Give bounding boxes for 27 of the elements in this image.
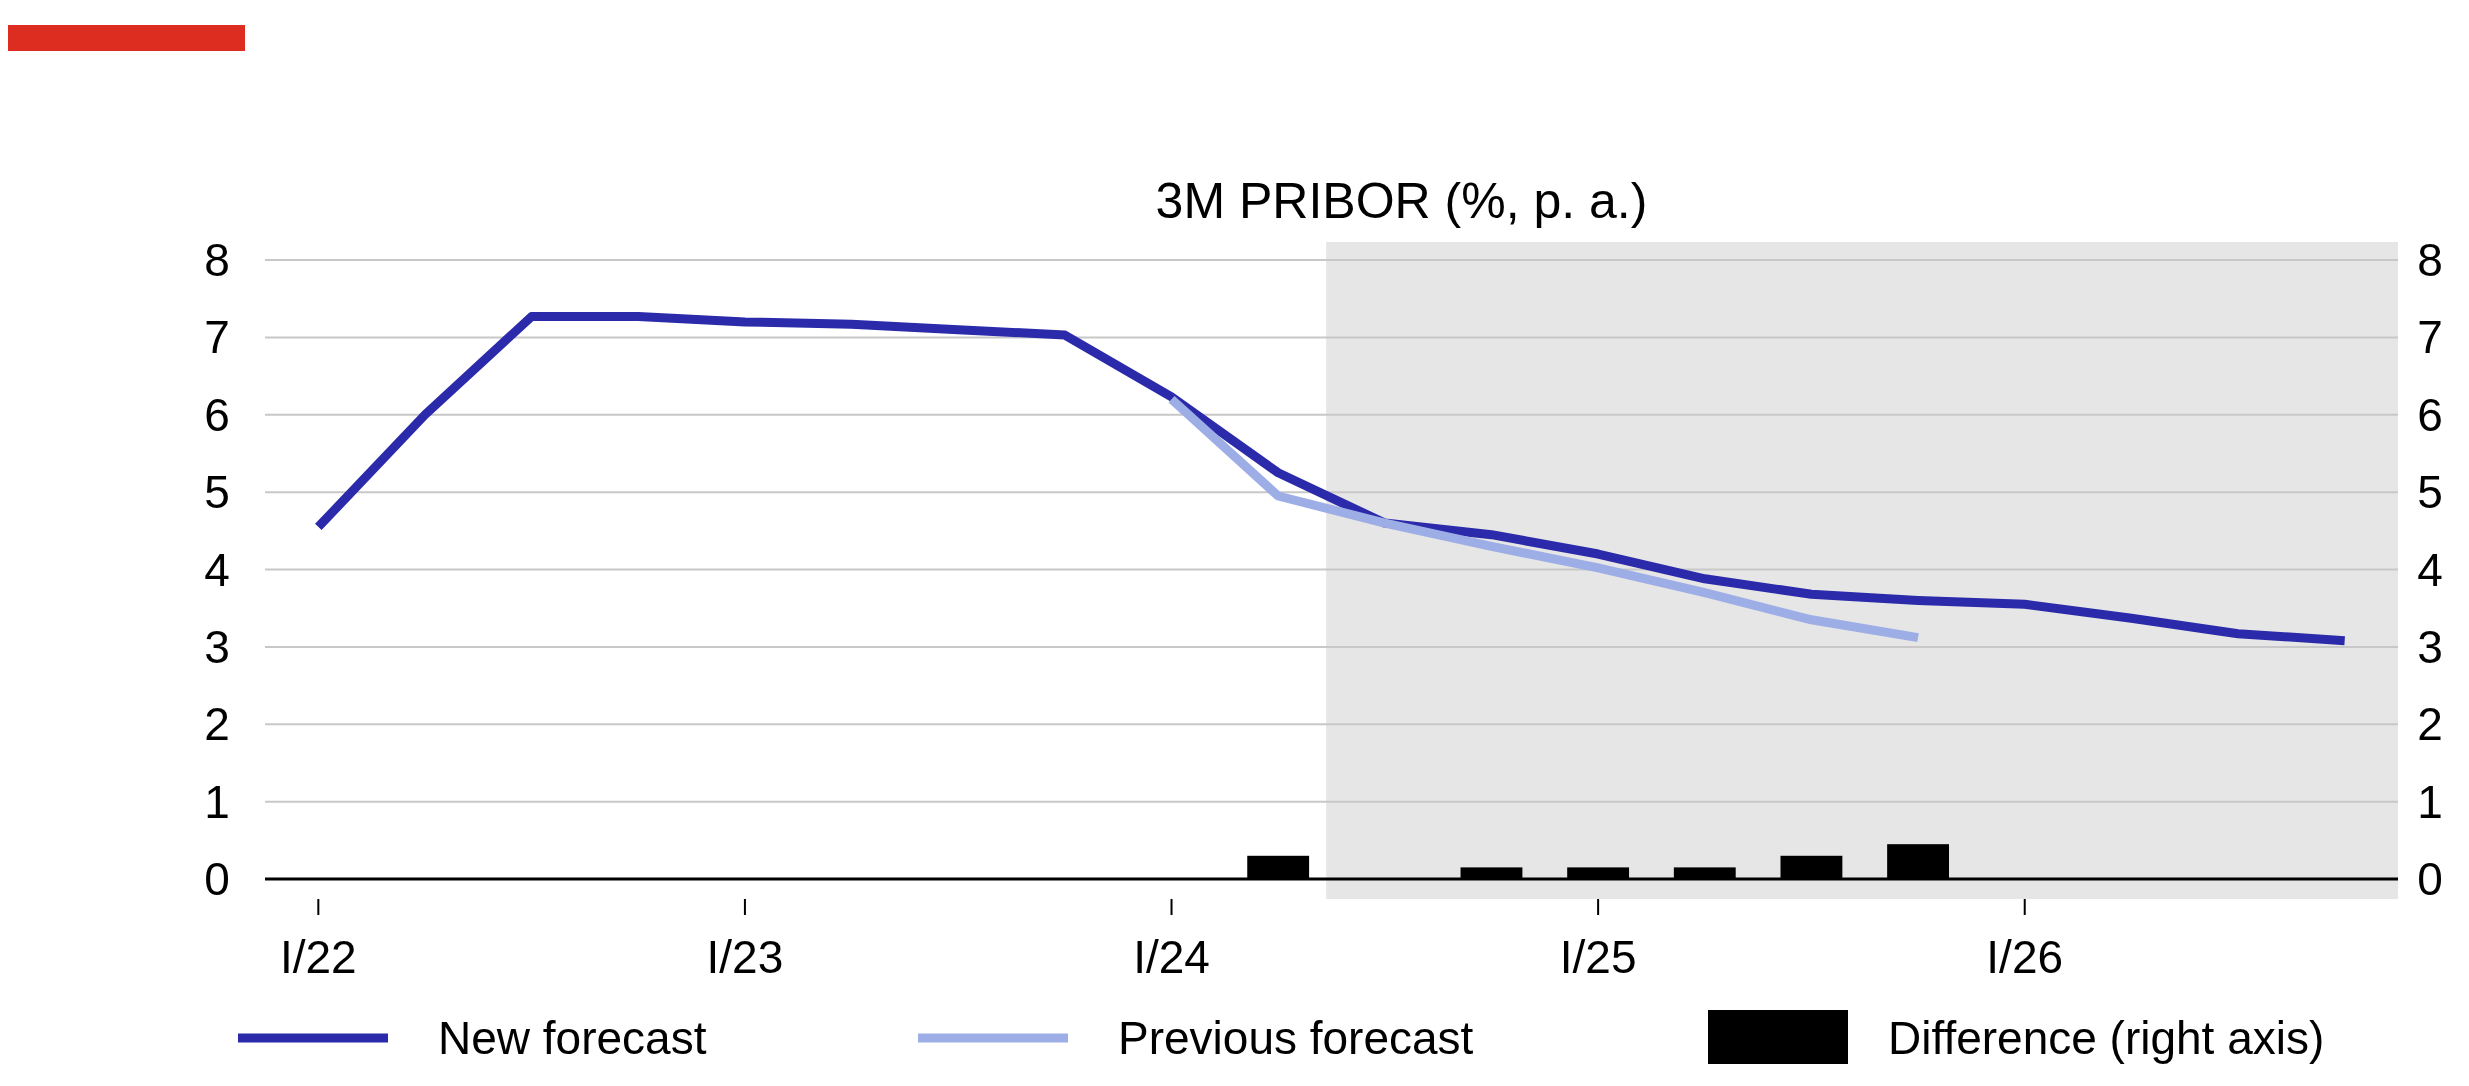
legend-label: New forecast [438, 1012, 707, 1064]
y2-tick-label: 7 [2417, 311, 2443, 364]
y2-tick-label: 5 [2417, 466, 2443, 519]
legend-label: Difference (right axis) [1888, 1012, 2325, 1064]
y-tick-label: 2 [204, 698, 230, 751]
y2-tick-label: 4 [2417, 543, 2443, 596]
y-tick-label: 7 [204, 311, 230, 364]
y2-tick-label: 8 [2417, 234, 2443, 286]
y-tick-label: 8 [204, 234, 230, 286]
legend-label: Previous forecast [1118, 1012, 1474, 1064]
x-tick-label: I/23 [706, 931, 784, 983]
y2-tick-label: 3 [2417, 620, 2443, 673]
y2-tick-label: 0 [2417, 853, 2443, 905]
x-tick-label: I/25 [1559, 931, 1637, 983]
y2-tick-label: 6 [2417, 388, 2443, 441]
chart-title: 3M PRIBOR (%, p. a.) [1155, 173, 1648, 229]
y-tick-label: 4 [204, 543, 230, 596]
x-tick-label: I/24 [1133, 931, 1210, 983]
y-tick-label: 0 [204, 853, 230, 905]
x-tick-label: I/22 [279, 931, 357, 983]
y-tick-label: 5 [204, 466, 230, 519]
y-tick-label: 6 [204, 388, 230, 441]
y-tick-label: 1 [204, 775, 230, 828]
x-tick-label: I/26 [1986, 931, 2064, 983]
y2-tick-label: 1 [2417, 775, 2443, 828]
y-tick-label: 3 [204, 620, 230, 673]
y2-tick-label: 2 [2417, 698, 2443, 751]
